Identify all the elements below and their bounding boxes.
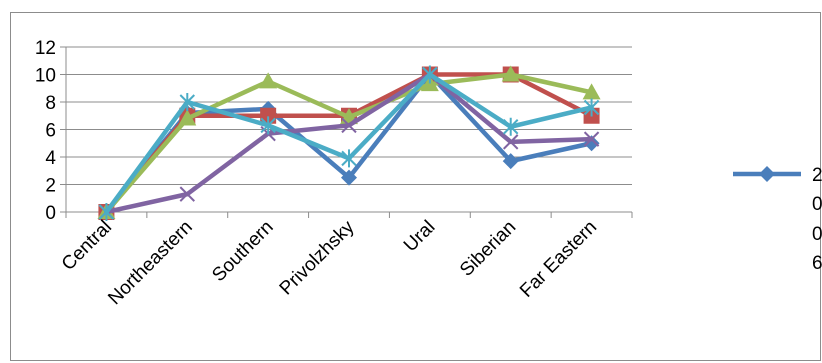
data-point-triangle (582, 83, 601, 100)
xtick-label: Siberian (456, 217, 520, 281)
ytick-label: 12 (35, 38, 56, 59)
xtick-label: Northeastern (104, 217, 197, 310)
series-group (97, 65, 601, 221)
legend-text: 2 (812, 165, 822, 186)
legend-text: 0 (812, 194, 822, 215)
xtick-label: Central (58, 217, 116, 275)
x-stroke (583, 131, 600, 147)
series-4 (98, 66, 600, 220)
data-point-diamond (502, 153, 519, 170)
ytick-label: 2 (45, 176, 56, 197)
x-stroke (341, 117, 357, 134)
xtick-label: Southern (208, 217, 277, 286)
data-point-square (260, 107, 277, 124)
data-point-star (179, 93, 195, 111)
xtick-label: Ural (400, 217, 439, 256)
axes (60, 46, 633, 218)
chart-frame (10, 12, 821, 361)
data-point-triangle (501, 65, 520, 82)
ytick-label: 6 (45, 121, 56, 142)
ytick-label: 0 (45, 203, 56, 224)
data-point-x (503, 134, 519, 150)
xtick-label: Far Eastern (516, 217, 601, 302)
xtick-label: Privolzhsky (276, 216, 359, 299)
legend-text: 0 (812, 224, 822, 245)
data-point-star (341, 149, 357, 168)
data-point-diamond (341, 169, 357, 186)
data-point-star (583, 98, 600, 117)
data-point-x (179, 186, 195, 202)
ytick-label: 10 (35, 66, 56, 87)
data-point-x (341, 117, 357, 134)
series-5 (98, 65, 600, 221)
data-point-star (503, 117, 519, 136)
data-point-star (422, 65, 438, 84)
data-point-star (98, 203, 115, 221)
series-line (104, 72, 594, 215)
x-stroke (503, 134, 519, 150)
legend-text: 6 (812, 253, 822, 274)
ytick-label: 4 (45, 148, 56, 169)
x-stroke (179, 186, 195, 202)
data-point-x (583, 131, 600, 147)
data-point-star (260, 116, 276, 135)
data-point-diamond (759, 166, 775, 182)
ytick-label: 8 (45, 93, 56, 114)
data-point-triangle (259, 72, 278, 89)
data-point-triangle (178, 109, 197, 126)
